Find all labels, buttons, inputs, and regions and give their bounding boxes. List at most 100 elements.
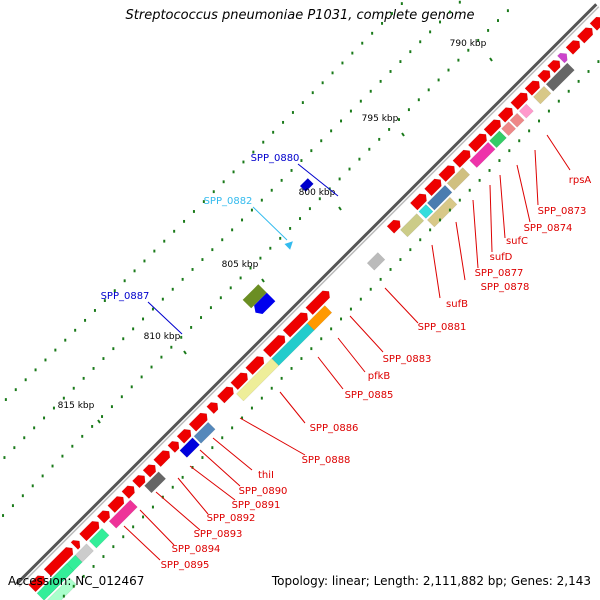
inner-gene-label: SPP_0890 <box>239 486 288 497</box>
label-leader <box>279 391 306 424</box>
gene-feature <box>28 575 46 593</box>
gene-feature <box>483 119 502 137</box>
label-leader <box>516 164 531 223</box>
label-leader <box>499 174 506 239</box>
label-leader <box>546 134 571 171</box>
gene-feature <box>446 167 471 191</box>
gene-feature <box>121 485 135 499</box>
gene-feature <box>107 496 125 514</box>
scale-label: 795 kbp <box>362 114 399 124</box>
gene-feature <box>589 16 600 31</box>
gene-feature <box>524 80 540 96</box>
inner-gene-label: SPP_0894 <box>172 544 221 555</box>
map-title: Streptococcus pneumoniae P1031, complete… <box>125 8 475 23</box>
scale-label: 810 kbp <box>144 332 181 342</box>
gene-feature <box>386 219 401 234</box>
gene-feature <box>70 540 81 550</box>
gene-feature <box>188 412 208 432</box>
gene-feature <box>142 464 157 478</box>
label-leader <box>455 221 466 281</box>
label-leader <box>147 301 183 335</box>
gene-feature <box>426 184 453 211</box>
inner-gene-label: pfkB <box>368 371 391 382</box>
gene-feature <box>510 92 528 111</box>
outer-gene-label: SPP_0880 <box>251 153 300 164</box>
inner-gene-label: SPP_0878 <box>481 282 530 293</box>
gene-feature <box>533 85 552 105</box>
label-leader <box>384 287 419 324</box>
gene-feature <box>43 547 74 577</box>
inner-gene-label: SPP_0877 <box>475 268 524 279</box>
gene-feature <box>88 527 110 549</box>
label-leader <box>123 525 161 561</box>
accession-label: Accession: NC_012467 <box>8 574 145 588</box>
gene-feature <box>79 520 100 542</box>
inner-gene-label: SPP_0888 <box>302 455 351 466</box>
inner-gene-label: rpsA <box>569 175 592 186</box>
scale-label: 805 kbp <box>222 260 259 270</box>
gene-feature <box>501 121 517 137</box>
gene-feature <box>469 141 496 168</box>
backbone-shadow <box>18 6 600 588</box>
inner-gene-label: SPP_0895 <box>161 560 210 571</box>
inner-gene-label: SPP_0873 <box>538 206 587 217</box>
scale-tick <box>183 350 187 355</box>
outer-gene-feature <box>254 292 276 314</box>
outer-gene-label: SPP_0882 <box>204 196 253 207</box>
label-leader <box>317 356 344 390</box>
gene-feature <box>108 499 138 529</box>
gene-feature <box>216 386 234 404</box>
gene-feature <box>497 107 514 123</box>
gene-feature <box>537 69 551 84</box>
gene-feature <box>467 133 487 153</box>
gene-feature <box>424 178 442 197</box>
scale-tick <box>97 419 101 424</box>
label-leader <box>189 465 236 501</box>
scale-tick <box>338 206 342 211</box>
backbone-line <box>15 3 598 586</box>
gene-feature <box>545 62 575 92</box>
inner-gene-label: SPP_0892 <box>207 513 256 524</box>
gene-feature <box>132 474 146 489</box>
gene-feature <box>518 103 534 119</box>
gene-feature <box>305 290 330 316</box>
gene-feature <box>167 441 180 453</box>
gene-feature <box>179 437 200 458</box>
inner-gene-label: thiI <box>258 470 274 481</box>
inner-gene-label: SPP_0881 <box>418 322 467 333</box>
gene-feature <box>245 356 265 376</box>
outer-gene-feature <box>300 178 314 192</box>
gene-feature <box>262 334 286 358</box>
gene-feature <box>193 421 216 444</box>
label-leader <box>239 417 306 456</box>
label-leader <box>177 477 209 515</box>
scale-label: 815 kbp <box>58 401 95 411</box>
scale-tick <box>489 57 493 62</box>
inner-gene-label: SPP_0874 <box>524 223 573 234</box>
label-leader <box>489 184 493 253</box>
gene-feature <box>547 59 561 74</box>
gene-feature <box>230 372 248 391</box>
gene-feature <box>557 52 568 64</box>
label-leader <box>472 199 479 269</box>
gene-feature <box>36 563 75 600</box>
inner-gene-label: SPP_0893 <box>194 529 243 540</box>
label-leader <box>297 163 339 197</box>
gene-feature <box>282 312 309 338</box>
outer-gene-feature <box>242 284 267 309</box>
inner-gene-label: SPP_0886 <box>310 423 359 434</box>
scale-label: 800 kbp <box>299 188 336 198</box>
label-leader <box>155 491 201 531</box>
label-leader <box>139 509 175 546</box>
label-leader <box>534 149 539 206</box>
gene-feature <box>576 27 594 44</box>
scale-tick <box>261 278 265 283</box>
gene-feature <box>176 429 192 444</box>
gene-feature <box>565 40 581 55</box>
genome-summary-label: Topology: linear; Length: 2,111,882 bp; … <box>271 574 591 588</box>
gene-feature <box>400 213 425 238</box>
outer-gene-label: SPP_0887 <box>101 291 150 302</box>
label-leader <box>349 315 384 353</box>
gene-feature <box>144 471 167 494</box>
